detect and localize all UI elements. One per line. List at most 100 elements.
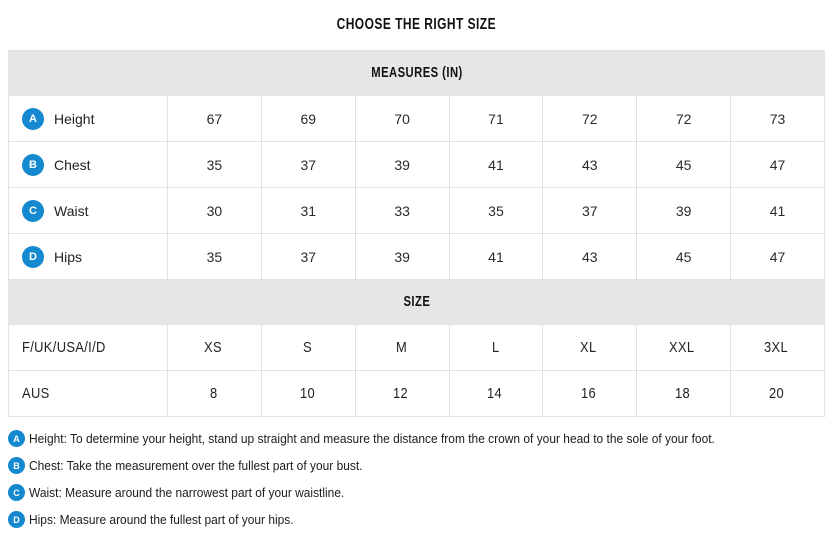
measure-value-cell: 39 — [354, 141, 450, 188]
measure-value-cell: 39 — [636, 187, 732, 234]
size-chart-table: MEASURES (IN) A Height 67 69 70 71 72 72… — [8, 50, 825, 417]
badge-c-icon: C — [8, 484, 25, 501]
measure-value-cell: 72 — [542, 95, 638, 142]
size-value-cell: XS — [167, 324, 262, 371]
badge-a-icon: A — [8, 430, 25, 447]
footnotes: A Height: To determine your height, stan… — [8, 430, 825, 528]
measure-label-cell-waist: C Waist — [8, 187, 168, 234]
size-value: XXL — [668, 339, 695, 356]
size-value: 18 — [674, 385, 690, 402]
badge-b-icon: B — [22, 153, 44, 176]
size-value-cell: 12 — [354, 370, 450, 417]
footnote-text: Chest: Take the measurement over the ful… — [29, 458, 363, 473]
measures-header-cell: MEASURES (IN) — [8, 50, 825, 96]
measure-value-cell: 41 — [730, 187, 825, 234]
measure-value-cell: 31 — [260, 187, 356, 234]
size-guide-page: CHOOSE THE RIGHT SIZE MEASURES (IN) A He… — [8, 0, 825, 528]
measure-value-cell: 43 — [542, 141, 638, 188]
size-header-label: SIZE — [403, 293, 430, 310]
measure-label-group: C Waist — [9, 199, 167, 222]
measure-label: Chest — [54, 156, 91, 173]
size-value: 20 — [768, 385, 784, 402]
measure-value-cell: 37 — [260, 141, 356, 188]
measure-label: Waist — [54, 202, 89, 219]
measure-value-cell: 41 — [448, 233, 544, 280]
measure-value-cell: 37 — [542, 187, 638, 234]
badge-d-icon: D — [8, 511, 25, 528]
size-value-cell: 18 — [636, 370, 732, 417]
measure-value-cell: 72 — [636, 95, 732, 142]
measure-value-cell: 45 — [636, 141, 732, 188]
size-value: 14 — [487, 385, 503, 402]
size-value-cell: XXL — [636, 324, 732, 371]
size-value-cell: 20 — [730, 370, 825, 417]
measure-label-group: B Chest — [9, 153, 167, 176]
table-row-hips: D Hips 35 37 39 41 43 45 47 — [8, 233, 825, 280]
badge-c-icon: C — [22, 199, 44, 222]
size-value: 12 — [393, 385, 409, 402]
measure-label-group: D Hips — [9, 245, 167, 268]
measure-label: Hips — [54, 248, 83, 265]
measure-value-cell: 35 — [167, 141, 262, 188]
measure-value-cell: 45 — [636, 233, 732, 280]
page-title-text: CHOOSE THE RIGHT SIZE — [336, 16, 497, 33]
size-header-row: SIZE — [8, 279, 825, 325]
size-label-cell-international: F/UK/USA/I/D — [8, 324, 168, 371]
measure-value-cell: 35 — [167, 233, 262, 280]
size-label-group: AUS — [9, 385, 167, 403]
size-value-cell: 8 — [167, 370, 262, 417]
measure-value-cell: 43 — [542, 233, 638, 280]
size-value-cell: S — [260, 324, 356, 371]
measure-value-cell: 69 — [260, 95, 356, 142]
size-label-group: F/UK/USA/I/D — [9, 339, 167, 357]
size-value: L — [491, 339, 500, 356]
measures-header-label: MEASURES (IN) — [370, 64, 463, 81]
size-value: 16 — [581, 385, 597, 402]
size-value-cell: 3XL — [730, 324, 825, 371]
measure-value-cell: 71 — [448, 95, 544, 142]
footnote-text: Waist: Measure around the narrowest part… — [29, 485, 345, 500]
footnote-height: A Height: To determine your height, stan… — [8, 430, 825, 447]
size-label: AUS — [22, 384, 50, 402]
measure-value-cell: 67 — [167, 95, 262, 142]
size-value: XL — [580, 339, 597, 356]
measure-label-group: A Height — [9, 107, 167, 130]
table-row-height: A Height 67 69 70 71 72 72 73 — [8, 95, 825, 142]
measure-label: Height — [54, 110, 95, 127]
measure-value-cell: 47 — [730, 233, 825, 280]
page-title: CHOOSE THE RIGHT SIZE — [8, 0, 825, 50]
size-row-aus: AUS 8 10 12 14 16 18 20 — [8, 370, 825, 417]
measure-label-cell-chest: B Chest — [8, 141, 168, 188]
footnote-hips: D Hips: Measure around the fullest part … — [8, 511, 825, 528]
table-row-chest: B Chest 35 37 39 41 43 45 47 — [8, 141, 825, 188]
size-header-cell: SIZE — [8, 279, 825, 325]
footnote-waist: C Waist: Measure around the narrowest pa… — [8, 484, 825, 501]
footnote-text: Hips: Measure around the fullest part of… — [29, 512, 294, 527]
measure-value-cell: 70 — [354, 95, 450, 142]
measure-value-cell: 30 — [167, 187, 262, 234]
size-value-cell: M — [354, 324, 450, 371]
size-value-cell: 14 — [448, 370, 544, 417]
table-row-waist: C Waist 30 31 33 35 37 39 41 — [8, 187, 825, 234]
size-value-cell: XL — [542, 324, 638, 371]
size-value-cell: L — [448, 324, 544, 371]
size-value: 3XL — [763, 339, 788, 356]
badge-a-icon: A — [22, 107, 44, 130]
badge-d-icon: D — [22, 245, 44, 268]
measure-value-cell: 33 — [354, 187, 450, 234]
measure-value-cell: 35 — [448, 187, 544, 234]
measures-header-row: MEASURES (IN) — [8, 50, 825, 96]
size-value-cell: 10 — [260, 370, 356, 417]
size-label: F/UK/USA/I/D — [22, 338, 106, 356]
measure-value-cell: 39 — [354, 233, 450, 280]
footnote-text: Height: To determine your height, stand … — [29, 431, 715, 446]
measure-value-cell: 37 — [260, 233, 356, 280]
size-label-cell-aus: AUS — [8, 370, 168, 417]
size-value: S — [303, 339, 313, 356]
footnote-chest: B Chest: Take the measurement over the f… — [8, 457, 825, 474]
measure-value-cell: 47 — [730, 141, 825, 188]
measure-value-cell: 41 — [448, 141, 544, 188]
badge-b-icon: B — [8, 457, 25, 474]
size-value: M — [395, 339, 407, 356]
size-value-cell: 16 — [542, 370, 638, 417]
